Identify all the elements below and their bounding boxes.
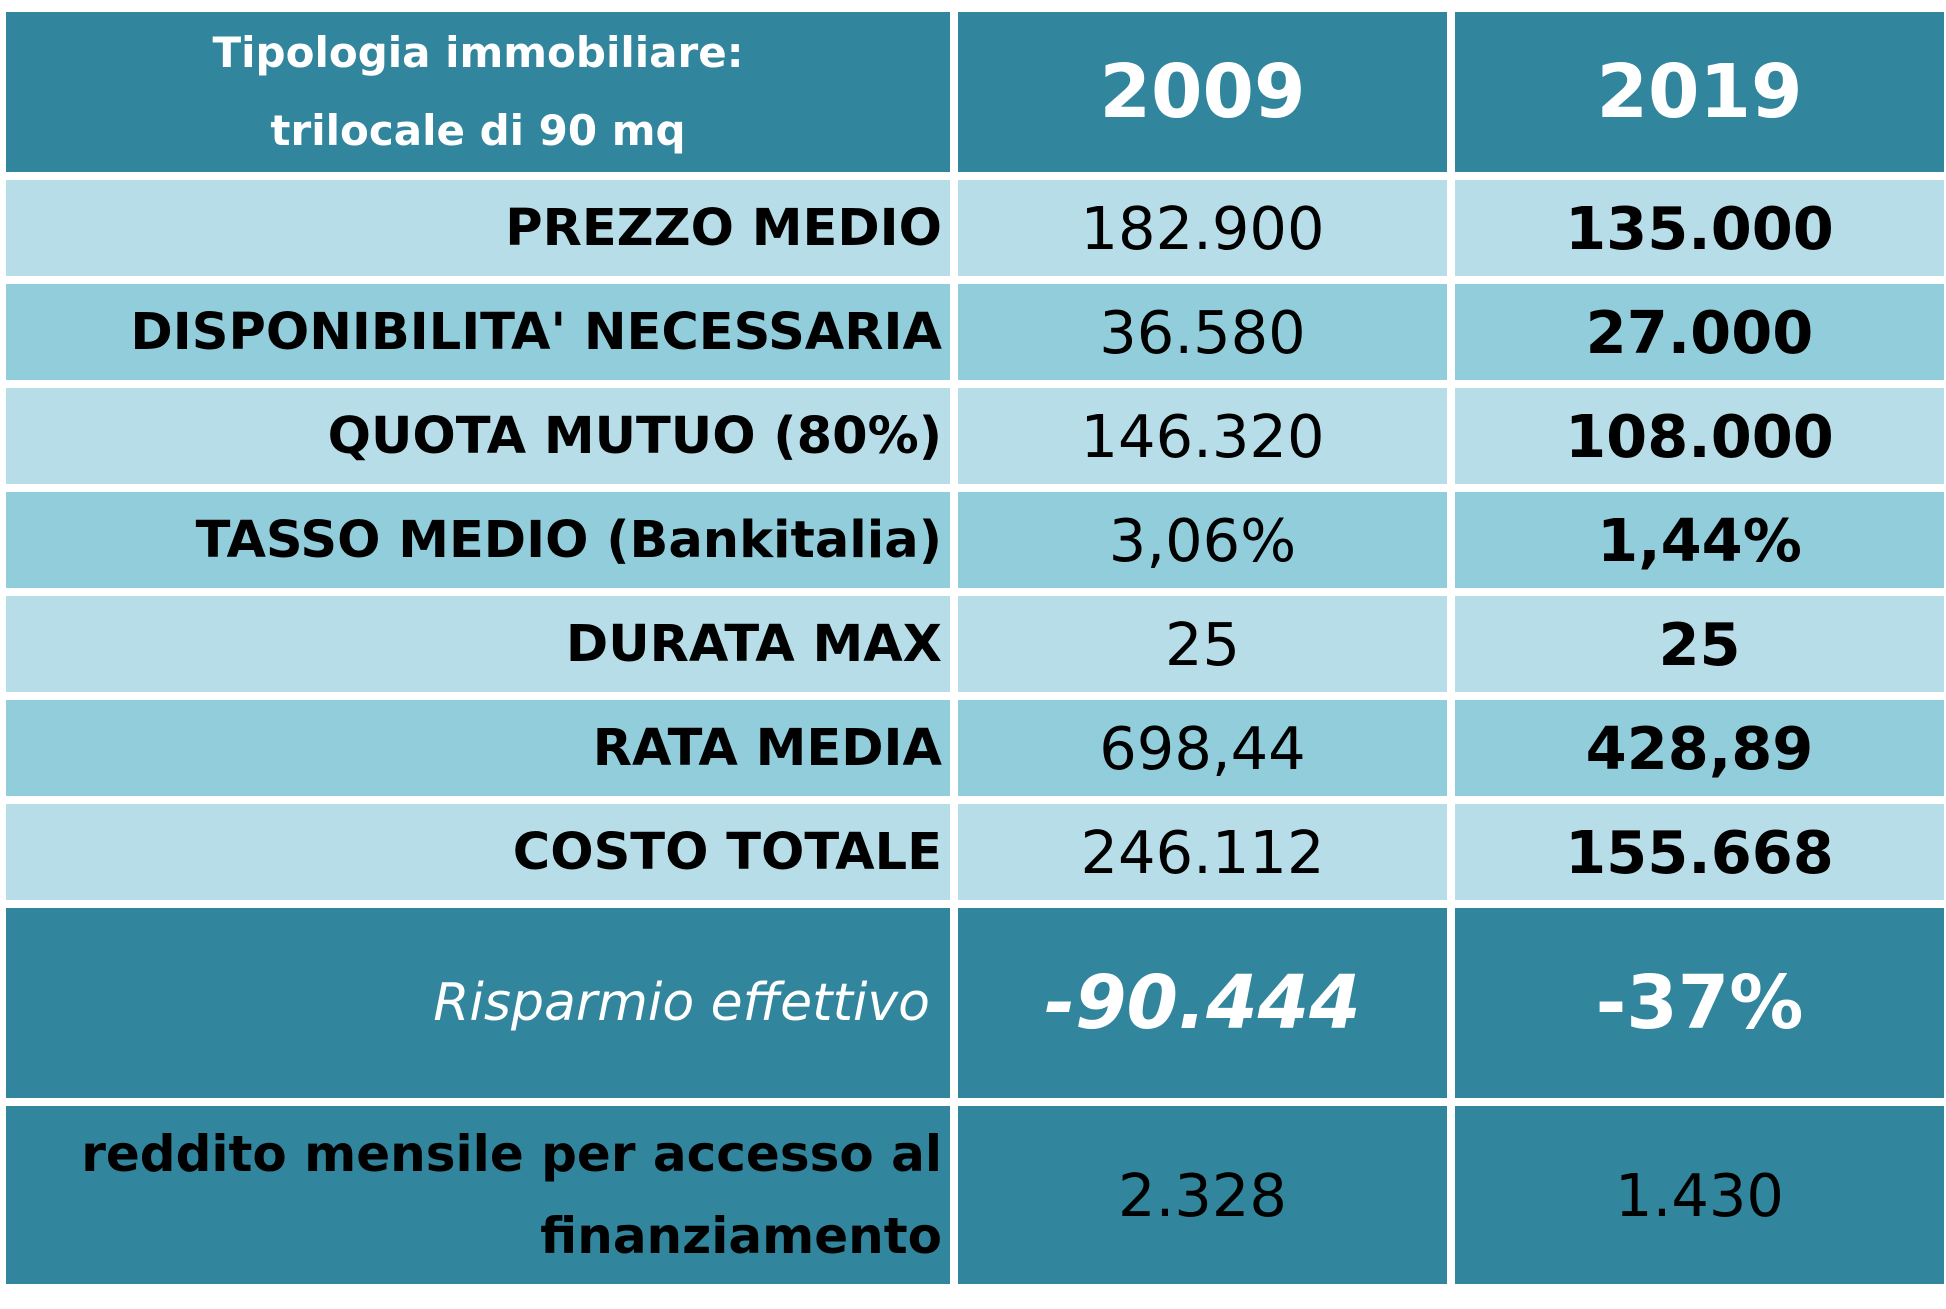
value-2019: 27.000	[1585, 297, 1814, 367]
table-row: DISPONIBILITA' NECESSARIA 36.580 27.000	[6, 284, 1944, 380]
value-2019: 1,44%	[1597, 505, 1802, 575]
value-2009: 182.900	[1080, 193, 1325, 263]
header-label-cell: Tipologia immobiliare: trilocale di 90 m…	[6, 12, 950, 172]
value-2009: 146.320	[1080, 401, 1325, 471]
header-year-2009-cell: 2009	[958, 12, 1447, 172]
row-label-cell: QUOTA MUTUO (80%)	[6, 388, 950, 484]
header-label: Tipologia immobiliare: trilocale di 90 m…	[212, 14, 743, 170]
saving-label-cell: Risparmio effettivo	[6, 908, 950, 1098]
value-2009-cell: 25	[958, 596, 1447, 692]
row-label-cell: DURATA MAX	[6, 596, 950, 692]
row-label: QUOTA MUTUO (80%)	[327, 406, 942, 466]
row-label-cell: TASSO MEDIO (Bankitalia)	[6, 492, 950, 588]
header-year-2019: 2019	[1596, 49, 1803, 135]
income-label: reddito mensile per accesso al finanziam…	[81, 1113, 942, 1277]
value-2019-cell: 1,44%	[1455, 492, 1944, 588]
header-label-line2: trilocale di 90 mq	[270, 106, 686, 155]
value-2009: 36.580	[1099, 297, 1306, 367]
value-2009-cell: 182.900	[958, 180, 1447, 276]
table-row: PREZZO MEDIO 182.900 135.000	[6, 180, 1944, 276]
value-2019-cell: 428,89	[1455, 700, 1944, 796]
value-2009-cell: 246.112	[958, 804, 1447, 900]
value-2019: 428,89	[1585, 713, 1814, 783]
row-label-cell: PREZZO MEDIO	[6, 180, 950, 276]
value-2009: 3,06%	[1108, 505, 1297, 575]
value-2009: 698,44	[1099, 713, 1306, 783]
mortgage-comparison-table: Tipologia immobiliare: trilocale di 90 m…	[6, 12, 1944, 1292]
saving-amount: -90.444	[1044, 960, 1361, 1046]
value-2009-cell: 698,44	[958, 700, 1447, 796]
saving-row: Risparmio effettivo -90.444 -37%	[6, 908, 1944, 1098]
row-label-cell: DISPONIBILITA' NECESSARIA	[6, 284, 950, 380]
row-label: PREZZO MEDIO	[505, 198, 942, 258]
header-year-2019-cell: 2019	[1455, 12, 1944, 172]
income-label-line1: reddito mensile per accesso al	[81, 1125, 942, 1183]
value-2019: 25	[1658, 609, 1741, 679]
value-2019: 155.668	[1565, 817, 1834, 887]
table-row: DURATA MAX 25 25	[6, 596, 1944, 692]
value-2009-cell: 146.320	[958, 388, 1447, 484]
value-2009: 246.112	[1080, 817, 1325, 887]
saving-amount-cell: -90.444	[958, 908, 1447, 1098]
income-row: reddito mensile per accesso al finanziam…	[6, 1106, 1944, 1284]
header-label-line1: Tipologia immobiliare:	[212, 28, 744, 77]
income-2009: 2.328	[1118, 1160, 1287, 1230]
row-label: DURATA MAX	[565, 614, 942, 674]
table-row: QUOTA MUTUO (80%) 146.320 108.000	[6, 388, 1944, 484]
value-2019: 135.000	[1565, 193, 1834, 263]
saving-percent-cell: -37%	[1455, 908, 1944, 1098]
value-2009: 25	[1164, 609, 1241, 679]
value-2009-cell: 3,06%	[958, 492, 1447, 588]
income-2019: 1.430	[1615, 1160, 1784, 1230]
value-2009-cell: 36.580	[958, 284, 1447, 380]
table-row: COSTO TOTALE 246.112 155.668	[6, 804, 1944, 900]
saving-label: Risparmio effettivo	[433, 973, 930, 1033]
row-label-cell: RATA MEDIA	[6, 700, 950, 796]
row-label: DISPONIBILITA' NECESSARIA	[130, 302, 942, 362]
row-label: RATA MEDIA	[592, 718, 942, 778]
table-row: RATA MEDIA 698,44 428,89	[6, 700, 1944, 796]
table-header-row: Tipologia immobiliare: trilocale di 90 m…	[6, 12, 1944, 172]
value-2019-cell: 155.668	[1455, 804, 1944, 900]
value-2019: 108.000	[1565, 401, 1834, 471]
row-label: COSTO TOTALE	[512, 822, 942, 882]
income-label-line2: finanziamento	[540, 1207, 942, 1265]
value-2019-cell: 25	[1455, 596, 1944, 692]
income-2009-cell: 2.328	[958, 1106, 1447, 1284]
header-year-2009: 2009	[1099, 49, 1306, 135]
value-2019-cell: 135.000	[1455, 180, 1944, 276]
income-2019-cell: 1.430	[1455, 1106, 1944, 1284]
saving-percent: -37%	[1595, 960, 1804, 1046]
value-2019-cell: 108.000	[1455, 388, 1944, 484]
value-2019-cell: 27.000	[1455, 284, 1944, 380]
income-label-cell: reddito mensile per accesso al finanziam…	[6, 1106, 950, 1284]
row-label-cell: COSTO TOTALE	[6, 804, 950, 900]
table-row: TASSO MEDIO (Bankitalia) 3,06% 1,44%	[6, 492, 1944, 588]
row-label: TASSO MEDIO (Bankitalia)	[195, 510, 942, 570]
